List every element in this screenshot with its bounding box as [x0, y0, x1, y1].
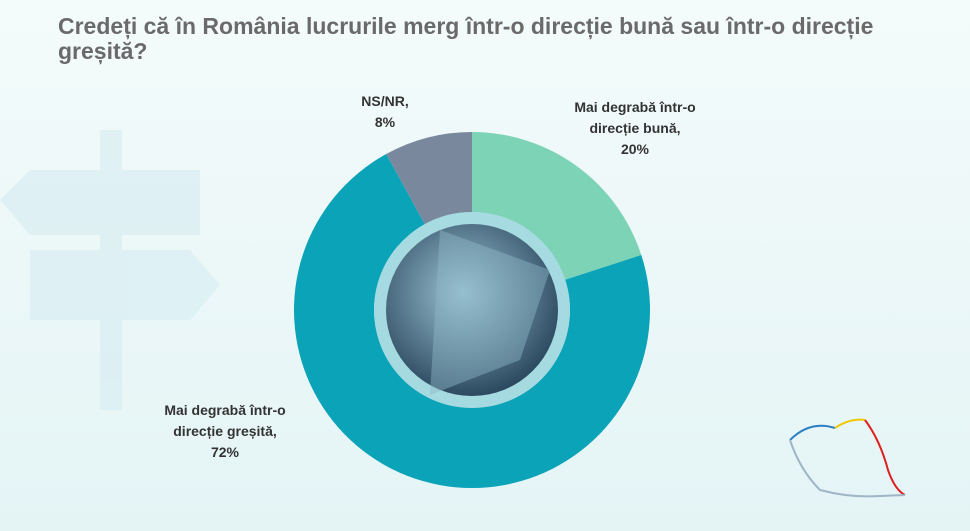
category-label: Mai degrabă într-o direcție bună, [574, 99, 696, 136]
chart-title: Credeți că în România lucrurile merg înt… [58, 13, 874, 64]
donut-slice [294, 154, 650, 489]
category-label: Mai degrabă într-o direcție greșită, [164, 402, 286, 439]
decor [0, 130, 220, 410]
value-label: 20% [620, 141, 650, 157]
value-label: 72% [210, 444, 240, 460]
donut-slice [386, 132, 472, 225]
donut-slice [472, 132, 642, 280]
slice-label: Mai degrabă într-o direcție bună, 20% [570, 97, 700, 160]
center-orb [386, 224, 558, 396]
category-label: NS/NR, [361, 93, 409, 109]
slice-label: Mai degrabă într-o direcție greșită, 72% [150, 400, 300, 463]
map-icon [789, 418, 906, 498]
slice-label: NS/NR, 8% [345, 91, 425, 133]
value-label: 8% [374, 114, 396, 130]
orb-facet [430, 230, 550, 395]
